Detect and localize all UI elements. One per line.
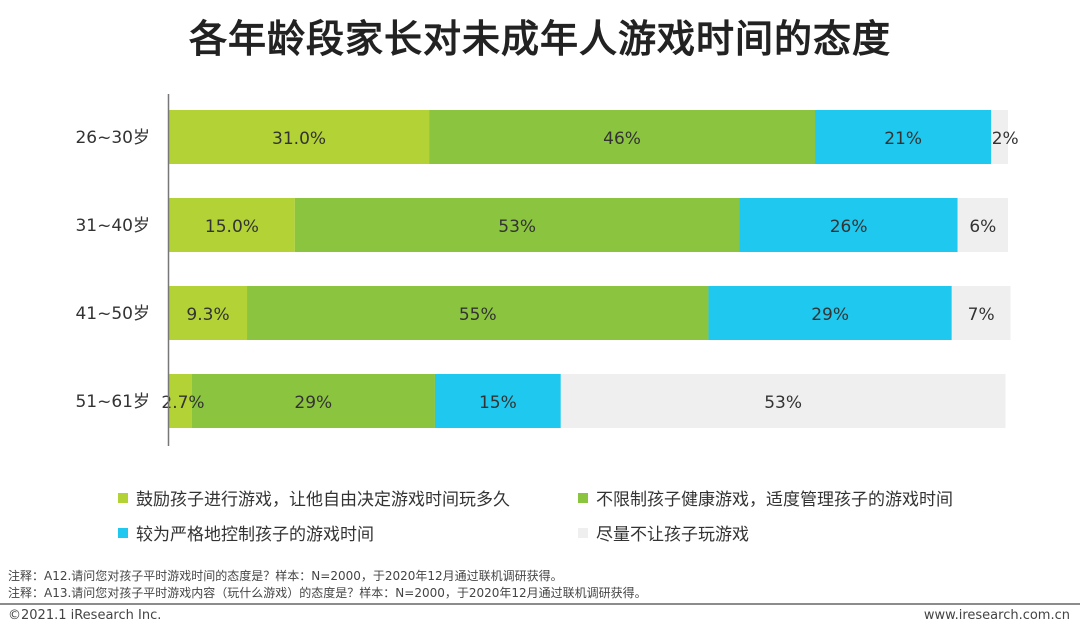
data-label: 2.7% [161,393,204,413]
legend-label: 鼓励孩子进行游戏，让他自由决定游戏时间玩多久 [136,490,510,510]
note-a13: 注释：A13.请问您对孩子平时游戏内容（玩什么游戏）的态度是？样本：N=2000… [8,586,647,600]
bar-segment [294,198,740,252]
chart-title: 各年龄段家长对未成年人游戏时间的态度 [188,17,891,61]
legend-item-strict: 较为严格地控制孩子的游戏时间 [118,520,374,545]
legend-swatch [118,493,128,503]
bar-segment [429,110,816,164]
bar-segment [169,374,192,428]
stacked-bar-chart: 26~30岁 31.0% 46% 21% 2% 31~40岁 15.0% 53% 26% 6% 41… [75,94,1019,446]
legend-swatch [578,493,588,503]
bar-segment [815,110,992,164]
bar-segment [191,374,435,428]
data-label: 2% [992,129,1019,149]
data-label: 53% [498,217,536,237]
legend-swatch [118,528,128,538]
bar-segment [951,286,1011,340]
bar-segment [739,198,958,252]
data-label: 53% [764,393,802,413]
footer-divider [0,603,1080,605]
data-label: 15% [479,393,517,413]
legend-label: 较为严格地控制孩子的游戏时间 [136,525,374,545]
bar-segment [434,374,561,428]
bar-segment [169,198,295,252]
data-label: 6% [969,217,996,237]
website: www.iresearch.com.cn [923,608,1070,623]
category-label: 31~40岁 [75,216,150,236]
bar-segment [169,286,248,340]
data-label: 46% [603,129,641,149]
data-label: 7% [968,305,995,325]
bar-segment [991,110,1008,164]
bar-segment [957,198,1008,252]
category-label: 26~30岁 [75,128,150,148]
data-label: 31.0% [272,129,326,149]
legend-label: 尽量不让孩子玩游戏 [596,525,749,545]
category-label: 41~50岁 [75,304,150,324]
bar-segment [708,286,952,340]
data-label: 15.0% [205,217,259,237]
bar-segment [560,374,1006,428]
data-label: 21% [884,129,922,149]
legend-item-moderate: 不限制孩子健康游戏，适度管理孩子的游戏时间 [578,485,953,510]
data-label: 9.3% [186,305,229,325]
data-label: 29% [294,393,332,413]
category-label: 51~61岁 [75,392,150,412]
data-label: 55% [459,305,497,325]
legend-item-prohibit: 尽量不让孩子玩游戏 [578,520,749,545]
note-a12: 注释：A12.请问您对孩子平时游戏时间的态度是？样本：N=2000，于2020年… [8,569,563,583]
copyright: ©2021.1 iResearch Inc. [8,608,162,623]
data-label: 26% [830,217,868,237]
legend-swatch [578,528,588,538]
bar-segment [247,286,709,340]
legend-label: 不限制孩子健康游戏，适度管理孩子的游戏时间 [596,490,953,510]
bar-segment [169,110,430,164]
data-label: 29% [811,305,849,325]
legend-item-encourage: 鼓励孩子进行游戏，让他自由决定游戏时间玩多久 [118,485,510,510]
